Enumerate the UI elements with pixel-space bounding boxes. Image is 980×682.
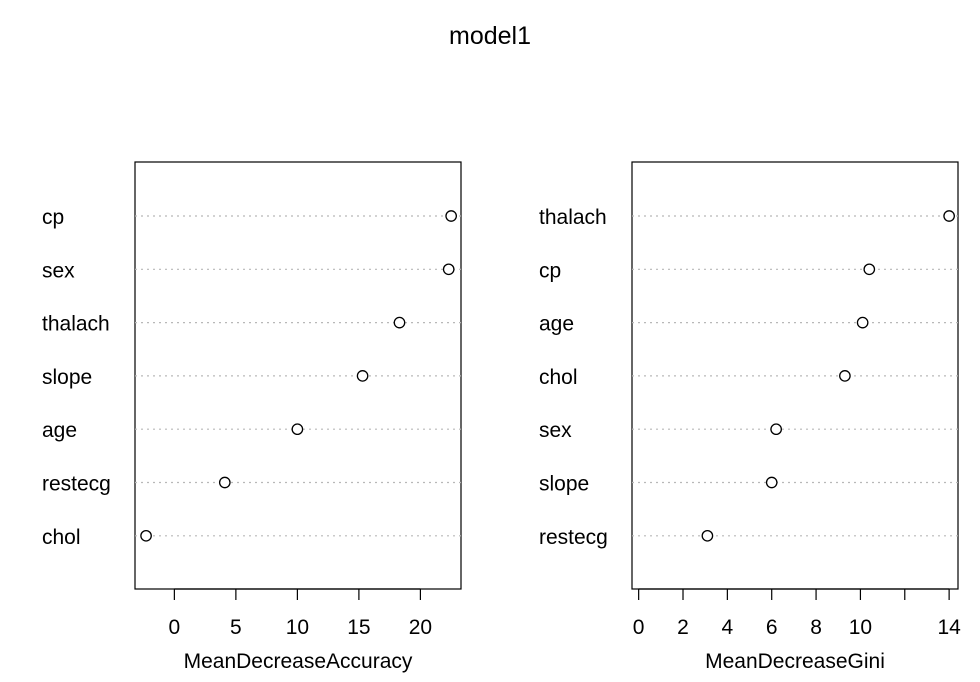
category-label: restecg: [42, 473, 111, 496]
x-tick-label: 20: [409, 616, 432, 639]
data-point: [218, 476, 231, 489]
data-point: [140, 529, 152, 542]
x-axis-title: MeanDecreaseGini: [705, 650, 885, 673]
data-point: [442, 263, 455, 276]
data-point: [770, 423, 782, 436]
x-tick-label: 14: [937, 616, 961, 639]
x-tick-label: 0: [169, 616, 181, 639]
data-point: [393, 316, 406, 329]
data-point: [943, 210, 955, 222]
category-label: thalach: [539, 206, 607, 229]
x-tick-label: 6: [766, 616, 778, 639]
panel-1: cp sex thalach slope age restecg chol 0 5 10 15 20 M…: [42, 161, 462, 673]
x-tick-label: 4: [722, 616, 734, 639]
data-point: [356, 370, 369, 382]
data-point: [856, 316, 869, 329]
x-tick-label: 10: [286, 616, 309, 639]
data-point: [863, 263, 876, 276]
x-tick-label: 15: [347, 616, 370, 639]
category-label: restecg: [539, 526, 608, 549]
category-label: sex: [539, 419, 572, 442]
x-tick-label: 10: [849, 616, 872, 639]
category-label: chol: [539, 366, 578, 389]
category-label: slope: [539, 473, 589, 496]
category-label: cp: [539, 259, 561, 282]
x-tick-label: 8: [810, 616, 822, 639]
category-label: slope: [42, 366, 92, 389]
data-point: [445, 210, 458, 222]
x-tick-label: 0: [633, 616, 645, 639]
data-point: [839, 370, 851, 382]
x-tick-label: 5: [230, 616, 242, 639]
panel-2: thalach cp age chol sex slope restecg 0 2 4 6 8 10 14…: [539, 161, 961, 673]
category-label: age: [539, 313, 574, 336]
data-point: [291, 423, 304, 436]
category-label: age: [42, 419, 77, 442]
data-point: [701, 529, 714, 542]
category-label: cp: [42, 206, 64, 229]
category-label: thalach: [42, 313, 110, 336]
data-point: [765, 476, 778, 489]
x-tick-label: 2: [677, 616, 689, 639]
x-axis-title: MeanDecreaseAccuracy: [184, 650, 413, 673]
plot-title: model1: [449, 22, 531, 50]
category-label: chol: [42, 526, 81, 549]
category-label: sex: [42, 259, 75, 282]
